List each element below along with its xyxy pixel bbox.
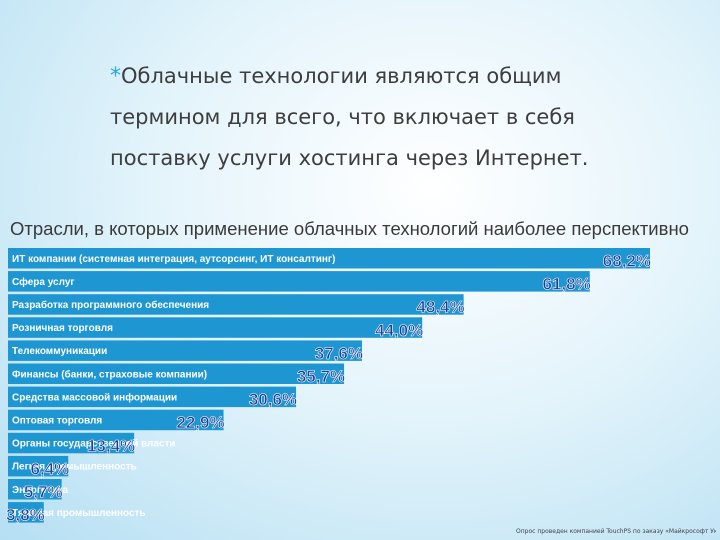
value-label-12: 3,8% — [6, 506, 45, 525]
category-label-11: Энергетика — [12, 485, 68, 496]
bar-1 — [8, 248, 650, 269]
bar-8 — [8, 409, 224, 431]
intro-line-2: термином для всего, что включает в себя — [110, 105, 575, 129]
value-label-11: 5,7% — [24, 483, 63, 502]
category-label-6: Финансы (банки, страховые компании) — [12, 368, 207, 380]
bar-10 — [8, 455, 69, 477]
bar-4 — [8, 317, 423, 338]
bar-12 — [8, 502, 44, 523]
bar-7 — [8, 386, 297, 408]
intro-text: *Облачные технологии являются общим терм… — [110, 56, 630, 179]
value-label-8: 22,9% — [176, 413, 224, 432]
intro-line-1: *Облачные технологии являются общим — [110, 64, 562, 89]
category-label-8: Оптовая торговля — [12, 415, 102, 426]
bar-9 — [8, 432, 135, 454]
value-label-4: 44,0% — [375, 321, 423, 340]
category-label-9: Органы государственной власти — [12, 439, 176, 450]
category-label-1: ИТ компании (системная интеграция, аутсо… — [12, 254, 335, 265]
value-label-2: 61,8% — [543, 275, 591, 294]
bar-2 — [8, 271, 590, 292]
category-label-10: Легкая промышленность — [12, 462, 137, 473]
category-label-5: Телекоммуникации — [12, 346, 107, 357]
category-label-12: Тяжелая промышленность — [12, 508, 146, 519]
bar-11 — [8, 479, 62, 500]
value-label-7: 30,6% — [249, 390, 297, 409]
source-note: Опрос проведен компанией TouchPS по зака… — [516, 528, 716, 535]
category-label-4: Розничная торговля — [12, 323, 113, 334]
value-label-6: 35,7% — [297, 367, 345, 386]
bullet-marker: * — [110, 64, 121, 89]
value-label-1: 68,2% — [603, 252, 651, 271]
value-label-10: 6,4% — [30, 459, 69, 478]
value-label-9: 13,4% — [87, 436, 135, 455]
category-label-2: Сфера услуг — [12, 276, 75, 288]
value-label-5: 37,6% — [315, 344, 363, 363]
category-label-3: Разработка программного обеспечения — [12, 299, 209, 311]
bar-5 — [8, 340, 362, 361]
value-label-3: 48,4% — [416, 298, 464, 317]
intro-line-3: поставку услуги хостинга через Интернет. — [110, 146, 589, 170]
bar-6 — [8, 363, 345, 384]
bar-3 — [8, 294, 464, 315]
chart-title: Отрасли, в которых применение облачных т… — [10, 218, 689, 239]
category-label-7: Средства массовой информации — [12, 391, 177, 403]
